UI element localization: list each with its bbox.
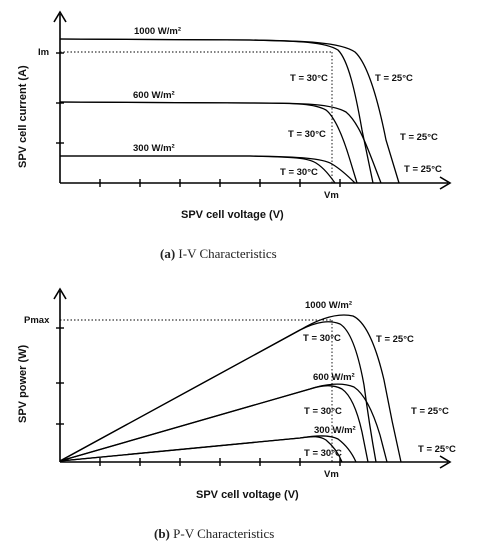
iv-curve-300-25c <box>60 155 356 184</box>
iv-caption-letter: (a) <box>160 246 175 261</box>
pv-temp-label: T = 25°C <box>418 444 456 455</box>
pv-y-arrow <box>53 287 67 300</box>
iv-temp-label: T = 25°C <box>375 73 413 84</box>
pv-y-axis-title: SPV power (W) <box>17 344 29 423</box>
iv-y-arrow <box>53 10 67 23</box>
pv-temp-label: T = 30°C <box>304 406 342 417</box>
pv-curves <box>59 314 402 463</box>
iv-irradiance-label: 600 W/m² <box>133 90 175 101</box>
pv-irradiance-label: 1000 W/m² <box>305 300 352 311</box>
iv-temp-label: T = 30°C <box>290 73 328 84</box>
pv-caption-letter: (b) <box>154 526 170 541</box>
iv-curve-1000-25c <box>59 38 400 184</box>
iv-chart: Im Vm 1000 W/m² 600 W/m² 300 W/m² T = 30… <box>17 10 452 261</box>
iv-temp-label: T = 25°C <box>400 132 438 143</box>
pv-irradiance-label: 300 W/m² <box>314 425 356 436</box>
iv-irradiance-label: 1000 W/m² <box>134 26 181 37</box>
pv-x-axis-title: SPV cell voltage (V) <box>196 489 299 501</box>
iv-x-arrow <box>439 176 452 190</box>
iv-temp-label: T = 30°C <box>288 129 326 140</box>
pv-irradiance-label: 600 W/m² <box>313 372 355 383</box>
pv-pmax-label: Pmax <box>24 315 50 326</box>
pv-chart: Pmax Vm 1000 W/m² 600 W/m² 300 W/m² T = … <box>17 287 456 541</box>
pv-curve-600-25c <box>59 383 388 463</box>
iv-caption: (a) I-V Characteristics <box>160 246 277 261</box>
iv-y-axis-title: SPV cell current (A) <box>17 65 29 168</box>
iv-temp-label: T = 25°C <box>404 164 442 175</box>
iv-im-label: Im <box>38 47 49 58</box>
pv-temp-label: T = 30°C <box>303 333 341 344</box>
iv-irradiance-label: 300 W/m² <box>133 143 175 154</box>
pv-temp-label: T = 25°C <box>376 334 414 345</box>
iv-curves <box>59 38 400 184</box>
iv-x-axis-title: SPV cell voltage (V) <box>181 209 284 221</box>
iv-curve-600-25c <box>59 101 382 184</box>
iv-caption-text: I-V Characteristics <box>175 246 277 261</box>
pv-temp-label: T = 25°C <box>411 406 449 417</box>
pv-caption: (b) P-V Characteristics <box>154 526 274 541</box>
pv-curve-1000-30c <box>59 321 377 463</box>
pv-x-arrow <box>439 455 452 469</box>
pv-temp-label: T = 30°C <box>304 448 342 459</box>
iv-temp-label: T = 30°C <box>280 167 318 178</box>
pv-caption-text: P-V Characteristics <box>170 526 274 541</box>
pv-vm-label: Vm <box>324 469 339 480</box>
iv-vm-label: Vm <box>324 190 339 201</box>
pv-curve-300-25c <box>59 435 357 463</box>
pv-curve-1000-25c <box>59 314 402 463</box>
